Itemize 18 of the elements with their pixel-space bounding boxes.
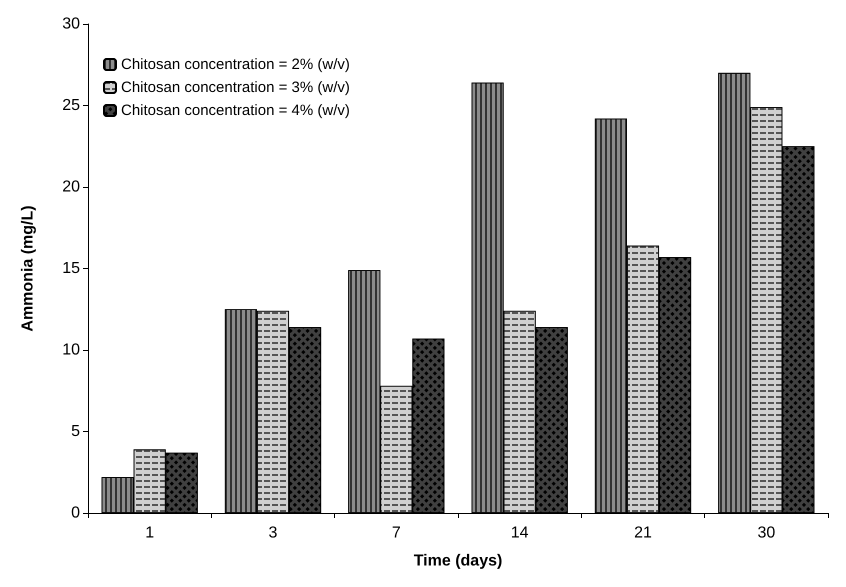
y-tick-label: 25	[62, 97, 80, 114]
legend-label: Chitosan concentration = 4% (w/v)	[121, 102, 350, 119]
x-tick-label: 1	[145, 524, 154, 542]
x-tick-label: 14	[510, 524, 529, 542]
y-tick-label: 5	[71, 423, 80, 440]
legend-label: Chitosan concentration = 3% (w/v)	[121, 79, 350, 96]
x-axis-title: Time (days)	[414, 552, 502, 570]
y-tick-label: 0	[71, 504, 80, 522]
x-tick-label: 3	[268, 524, 278, 542]
y-tick-label: 10	[62, 342, 80, 358]
legend-label: Chitosan concentration = 2% (w/v)	[121, 56, 350, 73]
y-tick-label: 15	[62, 260, 80, 277]
x-tick-label: 21	[634, 524, 652, 542]
x-tick-label: 30	[757, 524, 776, 542]
y-axis-title: Ammonia (mg/L)	[20, 205, 36, 332]
y-tick-label: 20	[62, 178, 80, 196]
x-tick-label: 7	[392, 524, 401, 542]
y-tick-label: 30	[62, 16, 80, 32]
